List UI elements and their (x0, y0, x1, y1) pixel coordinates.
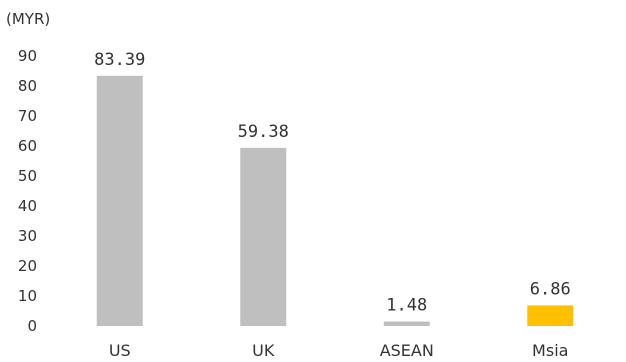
y-tick-label: 10 (18, 287, 37, 305)
y-axis-unit-label: (MYR) (6, 10, 51, 28)
data-label-asean: 1.48 (386, 296, 427, 316)
y-tick-label: 90 (18, 47, 37, 65)
y-tick-label: 30 (18, 227, 37, 245)
y-tick-label: 80 (18, 77, 37, 95)
bars (96, 75, 574, 326)
bar-uk (240, 147, 287, 326)
x-axis-categories: US UK ASEAN Msia (109, 341, 569, 360)
data-labels: 83.39 59.38 1.48 6.86 (94, 50, 571, 316)
y-tick-label: 40 (18, 197, 37, 215)
y-axis-ticks: 0 10 20 30 40 50 60 70 80 90 (18, 47, 37, 335)
data-label-us: 83.39 (94, 50, 145, 70)
y-tick-label: 60 (18, 137, 37, 155)
x-category-label-uk: UK (252, 341, 275, 360)
y-tick-label: 50 (18, 167, 37, 185)
bar-us (96, 75, 143, 326)
y-tick-label: 70 (18, 107, 37, 125)
data-label-msia: 6.86 (530, 279, 571, 299)
x-category-label-asean: ASEAN (380, 341, 434, 360)
y-tick-label: 0 (27, 317, 37, 335)
data-label-uk: 59.38 (238, 122, 289, 142)
bar-msia (527, 305, 574, 326)
x-category-label-msia: Msia (532, 341, 568, 360)
y-tick-label: 20 (18, 257, 37, 275)
bar-asean (383, 321, 430, 326)
x-category-label-us: US (109, 341, 131, 360)
